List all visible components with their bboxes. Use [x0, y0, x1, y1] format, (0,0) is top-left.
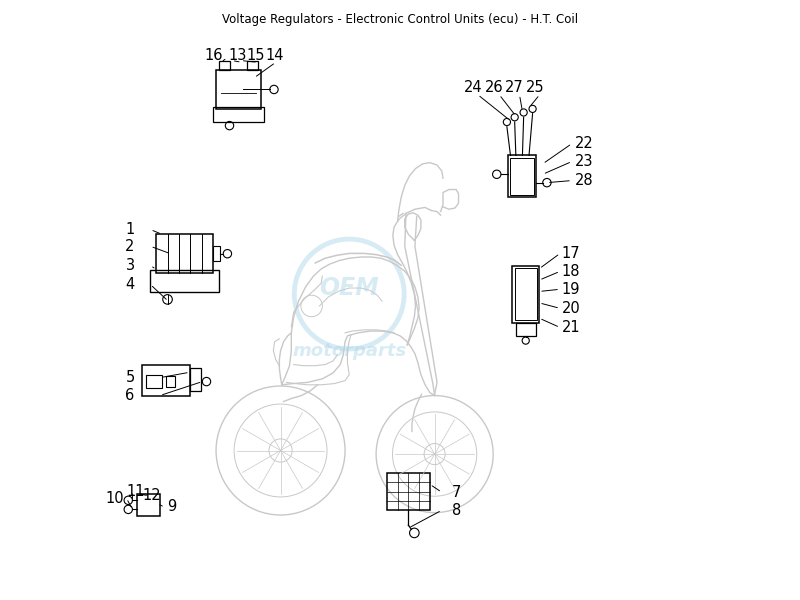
- Text: 15: 15: [246, 47, 265, 62]
- Text: 14: 14: [266, 47, 284, 62]
- Text: 26: 26: [485, 80, 504, 95]
- Text: motorparts: motorparts: [292, 342, 406, 360]
- Bar: [514, 268, 537, 320]
- Text: 18: 18: [562, 264, 580, 279]
- Bar: [150, 269, 219, 292]
- Text: 6: 6: [126, 388, 134, 403]
- Text: 1: 1: [126, 222, 134, 237]
- Bar: [138, 493, 160, 516]
- Text: 11: 11: [126, 484, 146, 499]
- Bar: [510, 158, 534, 195]
- Bar: [507, 155, 536, 197]
- Text: 24: 24: [463, 80, 482, 95]
- Text: 19: 19: [562, 282, 580, 297]
- Bar: [166, 376, 175, 387]
- Text: 17: 17: [562, 246, 580, 261]
- Text: 9: 9: [167, 499, 177, 514]
- Text: 3: 3: [126, 258, 134, 273]
- Text: 28: 28: [574, 173, 594, 188]
- Text: 4: 4: [126, 277, 134, 292]
- Text: 27: 27: [506, 80, 524, 95]
- Bar: [142, 365, 190, 395]
- Bar: [213, 107, 264, 122]
- Text: 5: 5: [126, 370, 134, 385]
- Text: 21: 21: [562, 320, 580, 335]
- Bar: [216, 70, 261, 109]
- Bar: [219, 61, 230, 70]
- Text: 23: 23: [574, 154, 593, 169]
- Text: OEM: OEM: [319, 276, 379, 300]
- Bar: [512, 266, 539, 323]
- Text: 12: 12: [143, 488, 162, 503]
- Text: 7: 7: [452, 485, 462, 500]
- Text: 13: 13: [228, 47, 246, 62]
- Text: 20: 20: [562, 301, 580, 316]
- Bar: [247, 61, 258, 70]
- Text: 22: 22: [574, 136, 594, 151]
- Bar: [213, 246, 220, 262]
- Text: 8: 8: [452, 503, 462, 518]
- Bar: [387, 473, 430, 510]
- Text: 25: 25: [526, 80, 544, 95]
- Text: Voltage Regulators - Electronic Control Units (ecu) - H.T. Coil: Voltage Regulators - Electronic Control …: [222, 13, 578, 26]
- Bar: [516, 323, 535, 336]
- Bar: [146, 375, 162, 388]
- Text: 2: 2: [126, 239, 134, 254]
- Text: 10: 10: [106, 491, 124, 506]
- Bar: [190, 368, 201, 391]
- Bar: [156, 235, 213, 273]
- Text: 16: 16: [205, 47, 223, 62]
